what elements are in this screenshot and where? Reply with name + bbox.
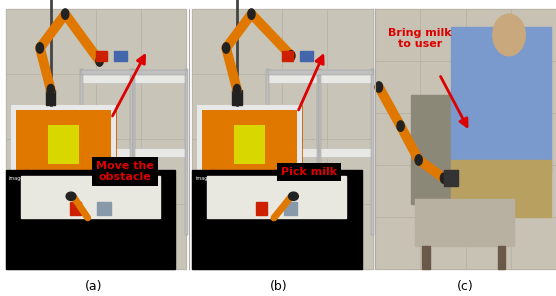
Bar (232, 90, 241, 105)
Ellipse shape (222, 43, 230, 53)
Bar (21, 176, 160, 218)
Ellipse shape (79, 170, 101, 197)
Ellipse shape (96, 56, 103, 66)
Ellipse shape (415, 155, 423, 165)
Ellipse shape (16, 170, 38, 197)
Ellipse shape (248, 9, 255, 19)
Text: Pick milk: Pick milk (281, 167, 336, 177)
Text: images: images (195, 176, 213, 181)
Bar (192, 170, 362, 269)
Bar (11, 179, 116, 184)
Bar (82, 70, 186, 75)
Bar (114, 51, 127, 61)
Text: (c): (c) (456, 280, 473, 293)
Bar (97, 202, 111, 215)
Bar (96, 51, 107, 61)
Ellipse shape (289, 192, 299, 200)
Ellipse shape (47, 84, 54, 95)
Bar (11, 105, 116, 184)
Bar (131, 70, 133, 236)
Text: (a): (a) (85, 280, 102, 293)
Bar (282, 51, 293, 61)
Bar (197, 179, 302, 184)
Bar (284, 202, 297, 215)
Bar (415, 199, 514, 246)
Bar (498, 246, 505, 269)
Bar (266, 70, 269, 236)
Bar (300, 51, 313, 61)
Ellipse shape (397, 121, 404, 131)
Text: Move the
obstacle: Move the obstacle (96, 161, 154, 182)
Ellipse shape (66, 192, 76, 200)
Bar (6, 9, 186, 269)
Bar (268, 148, 373, 157)
Ellipse shape (287, 51, 295, 61)
Ellipse shape (62, 9, 69, 19)
Text: Bring milk
to user: Bring milk to user (388, 28, 451, 49)
Bar (371, 70, 374, 236)
Bar (451, 27, 550, 170)
Bar (317, 70, 319, 236)
Bar (48, 125, 79, 164)
Ellipse shape (375, 82, 383, 92)
Bar (82, 148, 186, 157)
Bar (197, 105, 302, 110)
Bar (319, 70, 321, 236)
Bar (451, 160, 550, 217)
Bar (375, 9, 556, 269)
Bar (111, 105, 116, 184)
Bar (192, 9, 373, 269)
Bar (46, 90, 55, 105)
Bar (11, 105, 116, 110)
Bar (268, 70, 373, 75)
Bar (297, 105, 302, 184)
Bar (444, 170, 459, 186)
Bar (6, 170, 176, 269)
Bar (411, 95, 511, 204)
Bar (423, 246, 430, 269)
Ellipse shape (440, 173, 448, 184)
Ellipse shape (493, 14, 525, 56)
Bar (132, 70, 135, 236)
Bar (70, 202, 81, 215)
Ellipse shape (234, 84, 241, 95)
Ellipse shape (202, 170, 224, 197)
Bar (207, 176, 346, 218)
Bar (185, 70, 187, 236)
Bar (82, 70, 186, 83)
Bar (11, 105, 16, 184)
Bar (197, 105, 202, 184)
Bar (234, 125, 265, 164)
Bar (256, 202, 267, 215)
Ellipse shape (265, 170, 287, 197)
Bar (80, 70, 83, 236)
Text: images: images (9, 176, 27, 181)
Ellipse shape (36, 43, 43, 53)
Bar (268, 70, 373, 83)
Bar (197, 105, 302, 184)
Text: (b): (b) (270, 280, 288, 293)
